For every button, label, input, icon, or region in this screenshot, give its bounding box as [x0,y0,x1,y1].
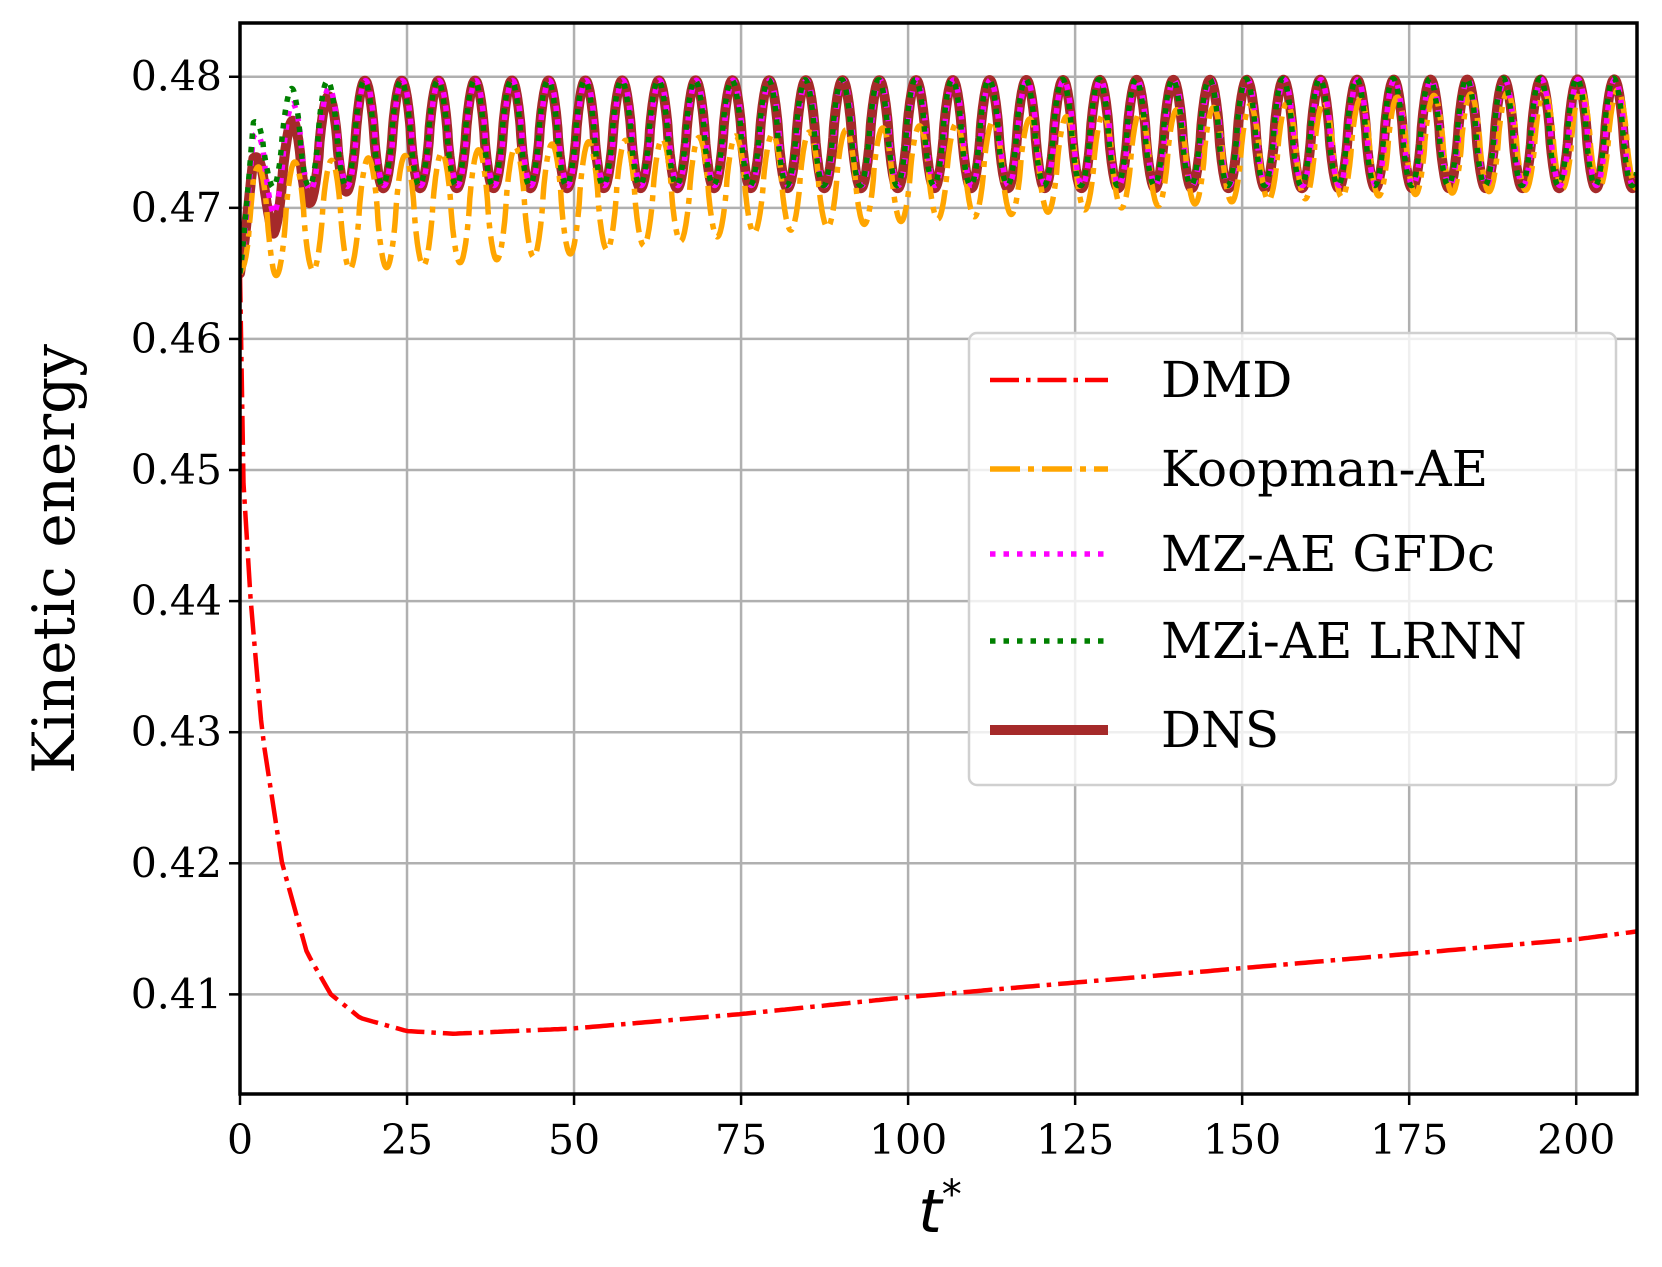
y-tick-label: 0.46 [131,315,222,363]
y-tick-label: 0.48 [131,53,222,101]
series-lines [240,74,1637,1036]
x-tick-label: 75 [715,1116,767,1164]
x-tick-label: 125 [1036,1116,1114,1164]
legend-box [967,331,1618,787]
y-tick-label: 0.47 [131,184,222,232]
x-tick-label: 175 [1370,1116,1448,1164]
plot-frame [238,21,1639,1096]
legend-entry: DMD [990,351,1292,409]
x-axis-label-superscript: * [942,1172,962,1218]
legend-label: MZi-AE LRNN [1161,612,1527,670]
series-line-mzi-ae-lrnn [240,75,1637,274]
x-tick-label: 25 [381,1116,433,1164]
series-line-koopman-ae [240,87,1637,279]
y-tick-label: 0.44 [131,577,222,625]
y-tick-label: 0.42 [131,839,222,887]
ticks: 0 25 50 75 100 125 150 175 200 0.41 0.42 0.43 0.44 0.… [131,53,1616,1164]
x-tick-label: 50 [548,1116,600,1164]
legend-label: DMD [1161,351,1292,409]
legend-entry: MZi-AE LRNN [990,612,1527,670]
y-tick-label: 0.43 [131,708,222,756]
y-axis-label: Kinetic energy [20,344,88,774]
y-tick-label: 0.45 [131,446,222,494]
legend-label: DNS [1161,701,1279,759]
legend-entry: MZ-AE GFDc [990,525,1495,583]
legend-entry: Koopman-AE [990,440,1488,498]
x-tick-label: 150 [1203,1116,1281,1164]
x-tick-label: 0 [227,1116,253,1164]
x-axis-label-base: t [918,1177,944,1247]
legend-label: Koopman-AE [1161,440,1488,498]
y-tick-label: 0.41 [131,970,222,1018]
legend-label: MZ-AE GFDc [1161,525,1495,583]
series-line-dmd [240,273,1637,1036]
legend: DMD Koopman-AE MZ-AE GFDc MZi-AE LRNN DNS [967,331,1618,787]
x-tick-label: 100 [869,1116,947,1164]
legend-entry: DNS [990,701,1279,759]
x-tick-label: 200 [1537,1116,1615,1164]
x-axis-label: t* [918,1172,962,1247]
